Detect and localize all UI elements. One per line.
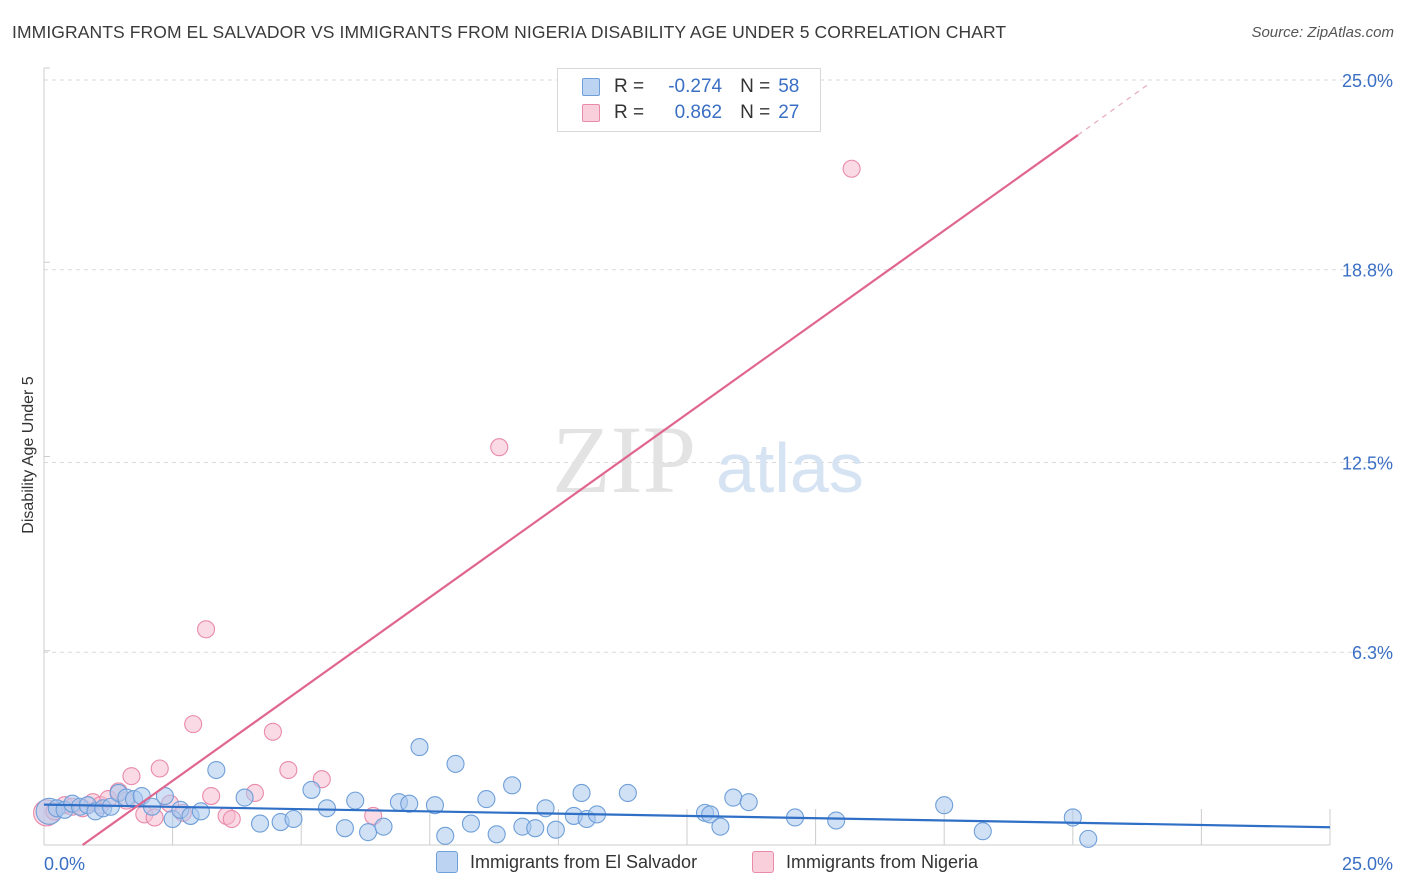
source-label: Source: ZipAtlas.com — [1251, 24, 1394, 41]
blue-points — [35, 738, 1098, 848]
legend-swatch-pink — [582, 104, 600, 122]
el-salvador-point — [374, 817, 393, 836]
chart-title: IMMIGRANTS FROM EL SALVADOR VS IMMIGRANT… — [12, 22, 1007, 42]
el-salvador-point — [302, 780, 321, 799]
el-salvador-point — [207, 760, 226, 780]
el-salvador-point — [359, 823, 378, 842]
legend-row-nigeria: R = 0.862 N = 27 — [582, 100, 799, 126]
legend-row-el-salvador: R = -0.274 N = 58 — [582, 74, 799, 100]
el-salvador-point — [446, 754, 465, 773]
el-salvador-point — [973, 822, 992, 841]
nigeria-point — [202, 786, 221, 806]
el-salvador-point — [425, 796, 444, 815]
el-salvador-point — [739, 793, 758, 812]
el-salvador-trend-line — [43, 803, 1331, 829]
legend-n-label: N = — [740, 76, 771, 97]
x-tick-labels: 0.0% 25.0% — [44, 854, 1393, 874]
nigeria-point — [279, 760, 298, 780]
el-salvador-point — [711, 817, 730, 836]
nigeria-point — [122, 767, 141, 786]
correlation-legend: R = -0.274 N = 58 R = 0.862 N = 27 — [557, 68, 821, 132]
nigeria-trend-line — [81, 134, 1079, 846]
el-salvador-point — [827, 811, 846, 830]
nigeria-point — [222, 809, 241, 829]
legend-r-label: R = — [614, 76, 645, 97]
el-salvador-point — [410, 738, 429, 757]
legend-swatch-blue — [582, 78, 600, 96]
legend-n-label: N = — [740, 102, 771, 123]
el-salvador-point — [618, 783, 637, 803]
watermark: ZIP atlas — [552, 406, 864, 513]
series-legend: Immigrants from El Salvador Immigrants f… — [0, 851, 1406, 877]
legend-label-nigeria: Immigrants from Nigeria — [786, 851, 979, 872]
nigeria-point — [842, 159, 861, 178]
watermark-atlas: atlas — [716, 429, 864, 507]
y-tick-label: 6.3% — [1352, 643, 1393, 663]
x-tick-label-max: 25.0% — [1342, 854, 1393, 874]
el-salvador-point — [487, 825, 506, 844]
x-tick-label-min: 0.0% — [44, 854, 85, 874]
legend-n-value: 58 — [778, 76, 800, 97]
el-salvador-point — [284, 809, 303, 829]
legend-r-value: 0.862 — [674, 102, 723, 123]
el-salvador-point — [335, 819, 354, 838]
el-salvador-point — [317, 799, 336, 818]
legend-item-el-salvador[interactable]: Immigrants from El Salvador — [436, 851, 697, 873]
y-tick-label: 25.0% — [1342, 71, 1393, 91]
nigeria-trend-extension — [1077, 82, 1151, 136]
legend-item-nigeria[interactable]: Immigrants from Nigeria — [752, 851, 978, 873]
nigeria-point — [196, 620, 216, 639]
nigeria-point — [263, 722, 282, 741]
el-salvador-point — [724, 788, 743, 807]
el-salvador-point — [935, 796, 954, 815]
y-tick-labels: 6.3% 12.5% 18.8% 25.0% — [1342, 71, 1393, 663]
nigeria-point — [150, 759, 169, 778]
el-salvador-point — [503, 776, 522, 795]
el-salvador-point — [346, 791, 365, 810]
legend-r-label: R = — [614, 102, 645, 123]
el-salvador-point — [191, 802, 210, 821]
el-salvador-point — [1079, 829, 1098, 848]
el-salvador-point — [526, 819, 545, 838]
gridlines — [44, 79, 1395, 653]
legend-r-value: -0.274 — [668, 76, 723, 97]
legend-n-value: 27 — [778, 102, 800, 123]
y-axis-label: Disability Age Under 5 — [20, 376, 37, 534]
y-tick-label: 18.8% — [1342, 261, 1393, 281]
legend-swatch-blue — [436, 851, 458, 873]
el-salvador-point — [461, 814, 481, 833]
el-salvador-point — [701, 805, 720, 824]
el-salvador-point — [546, 820, 565, 839]
el-salvador-point — [572, 783, 591, 803]
legend-label-el-salvador: Immigrants from El Salvador — [470, 851, 698, 872]
el-salvador-point — [235, 788, 254, 807]
el-salvador-point — [250, 814, 270, 833]
nigeria-point — [490, 438, 509, 457]
legend-swatch-pink — [752, 851, 774, 873]
trend-lines — [43, 82, 1331, 846]
y-tick-label: 12.5% — [1342, 454, 1393, 474]
nigeria-point — [184, 715, 203, 734]
el-salvador-point — [477, 790, 496, 809]
el-salvador-point — [400, 794, 419, 813]
el-salvador-point — [436, 826, 455, 845]
